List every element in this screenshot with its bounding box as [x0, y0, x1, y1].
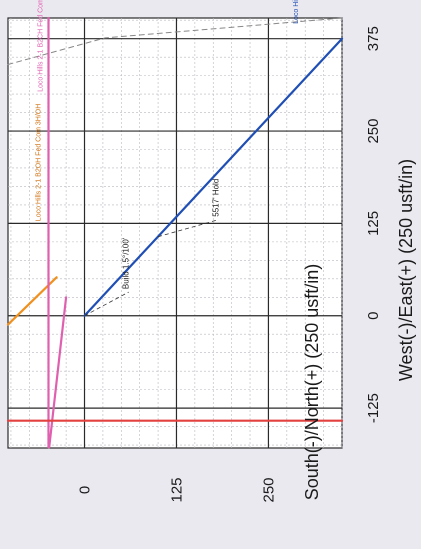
- y-tick-label: 0: [365, 312, 382, 320]
- annotation-label-2: 5517' Hold: [211, 179, 220, 217]
- series-line-1: [83, 37, 344, 317]
- well-label-1: Loco Hills 2-3 B2CD Fed Com 1H/OH: [293, 0, 300, 24]
- annotation-label-1: Build 1.5°/100': [122, 237, 131, 289]
- series-line-3: [48, 296, 68, 449]
- y-axis-label: West(-)/East(+) (250 usft/in): [396, 159, 416, 381]
- x-tick-label: 0: [77, 486, 94, 494]
- tick-labels: 250 125 0 375 250 125 0 -125: [77, 26, 382, 502]
- series-line-5: [7, 17, 343, 65]
- x-axis-label: South(-)/North(+) (250 usft/in): [302, 264, 322, 501]
- well-label-2: Loco Hills 2-1 B2OH Fed Com 3H/OH: [35, 104, 42, 221]
- series-layer: [6, 16, 344, 449]
- well-label-3: Loco Hills 2-1 B2CH Fed Com 1H/OH: [38, 0, 45, 92]
- annotations: Build 1.5°/100' 5517' Hold Loco Hills 2-3 …: [35, 0, 300, 317]
- y-tick-label: 125: [365, 211, 382, 236]
- x-tick-label: 250: [260, 477, 277, 502]
- plot-area: [7, 17, 343, 449]
- y-tick-label: 375: [365, 26, 382, 51]
- y-tick-label: -125: [365, 393, 382, 423]
- annotation-leader: [157, 219, 219, 238]
- annotation-leader: [84, 291, 129, 317]
- y-tick-label: 250: [365, 119, 382, 144]
- x-tick-label: 125: [168, 477, 185, 502]
